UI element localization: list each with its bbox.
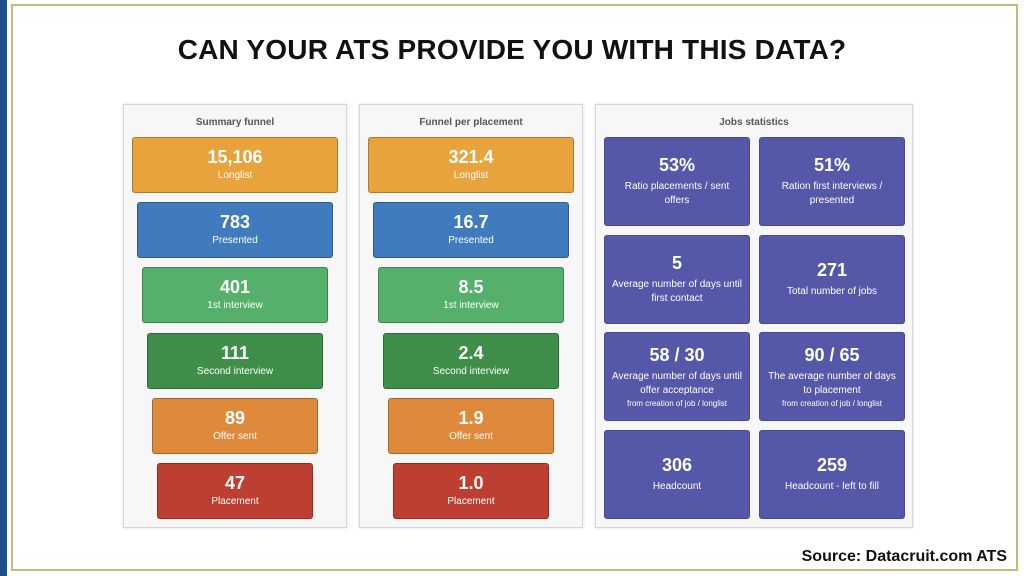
- placement-step-longlist: 321.4 Longlist: [368, 137, 574, 193]
- stat-value: 306: [661, 455, 693, 475]
- stat-sublabel: from creation of job / longlist: [781, 398, 883, 408]
- placement-step-value: 16.7: [453, 212, 489, 232]
- stat-sublabel: from creation of job / longlist: [626, 398, 728, 408]
- stat-label: Total number of jobs: [786, 286, 878, 297]
- funnel-step-label: 1st interview: [207, 300, 263, 311]
- placement-step-label: Presented: [448, 235, 494, 246]
- placement-step-label: Offer sent: [449, 431, 493, 442]
- funnel-step-value: 111: [220, 343, 250, 363]
- page-title: CAN YOUR ATS PROVIDE YOU WITH THIS DATA?: [177, 34, 847, 65]
- funnel-step-longlist: 15,106 Longlist: [132, 137, 338, 193]
- jobs-statistics-panel: Jobs statistics 53% Ratio placements / s…: [595, 104, 913, 528]
- funnel-per-placement-title: Funnel per placement: [419, 117, 523, 128]
- stat-value: 51%: [813, 155, 851, 175]
- funnel-step-label: Placement: [211, 496, 259, 507]
- placement-step-second-interview: 2.4 Second interview: [383, 333, 559, 389]
- stat-card-ratio-placements: 53% Ratio placements / sent offers: [604, 137, 750, 226]
- placement-step-value: 2.4: [458, 343, 484, 363]
- stat-card-days-to-placement: 90 / 65 The average number of days to pl…: [759, 332, 905, 421]
- placement-step-placement: 1.0 Placement: [393, 463, 549, 519]
- placement-step-label: Placement: [447, 496, 495, 507]
- funnel-step-label: Longlist: [217, 170, 253, 181]
- stat-value: 5: [671, 253, 682, 273]
- stat-label: Headcount - left to fill: [785, 481, 879, 492]
- funnel-step-label: Second interview: [196, 366, 274, 377]
- funnel-step-value: 401: [219, 277, 251, 297]
- placement-step-value: 1.9: [458, 408, 484, 428]
- source-caption: Source: Datacruit.com ATS: [801, 548, 1007, 565]
- placement-step-1st-interview: 8.5 1st interview: [378, 267, 564, 323]
- placement-step-label: Second interview: [432, 366, 510, 377]
- placement-step-label: Longlist: [453, 170, 489, 181]
- jobs-statistics-title: Jobs statistics: [719, 117, 789, 128]
- funnel-step-second-interview: 111 Second interview: [147, 333, 323, 389]
- funnel-per-placement-panel: Funnel per placement 321.4 Longlist 16.7…: [359, 104, 583, 528]
- stat-value: 53%: [658, 155, 696, 175]
- funnel-step-presented: 783 Presented: [137, 202, 333, 258]
- stat-label: Ratio placements / sent offers: [624, 181, 730, 206]
- funnel-step-placement: 47 Placement: [157, 463, 313, 519]
- stat-label: Ration first interviews / presented: [781, 181, 883, 206]
- summary-funnel-title: Summary funnel: [195, 117, 275, 128]
- stat-card-headcount: 306 Headcount: [604, 430, 750, 519]
- stat-value: 58 / 30: [649, 344, 705, 365]
- funnel-step-value: 783: [219, 212, 251, 232]
- slide-frame: [11, 4, 1018, 571]
- placement-step-value: 1.0: [458, 473, 484, 493]
- stat-value: 271: [816, 260, 848, 280]
- placement-step-offer-sent: 1.9 Offer sent: [388, 398, 554, 454]
- left-accent-bar: [0, 0, 7, 576]
- stat-label: Average number of days until offer accep…: [612, 370, 742, 396]
- funnel-step-1st-interview: 401 1st interview: [142, 267, 328, 323]
- funnel-step-label: Offer sent: [213, 431, 257, 442]
- stat-card-days-first-contact: 5 Average number of days until first con…: [604, 235, 750, 324]
- stat-value: 90 / 65: [804, 344, 860, 365]
- stat-card-total-jobs: 271 Total number of jobs: [759, 235, 905, 324]
- stat-card-ratio-first-interviews: 51% Ration first interviews / presented: [759, 137, 905, 226]
- funnel-step-value: 15,106: [207, 147, 263, 167]
- stat-label: The average number of days to placement: [768, 370, 896, 396]
- placement-step-presented: 16.7 Presented: [373, 202, 569, 258]
- summary-funnel-panel: Summary funnel 15,106 Longlist 783 Prese…: [123, 104, 347, 528]
- placement-step-value: 321.4: [448, 147, 494, 167]
- placement-step-label: 1st interview: [443, 300, 499, 311]
- stat-label: Headcount: [652, 481, 702, 492]
- funnel-step-value: 89: [224, 408, 246, 428]
- funnel-step-label: Presented: [212, 235, 258, 246]
- stat-card-days-offer-acceptance: 58 / 30 Average number of days until off…: [604, 332, 750, 421]
- stat-label: Average number of days until first conta…: [612, 279, 742, 304]
- funnel-step-value: 47: [224, 473, 246, 493]
- stat-value: 259: [816, 455, 848, 475]
- stat-card-headcount-left: 259 Headcount - left to fill: [759, 430, 905, 519]
- placement-step-value: 8.5: [458, 277, 484, 297]
- funnel-step-offer-sent: 89 Offer sent: [152, 398, 318, 454]
